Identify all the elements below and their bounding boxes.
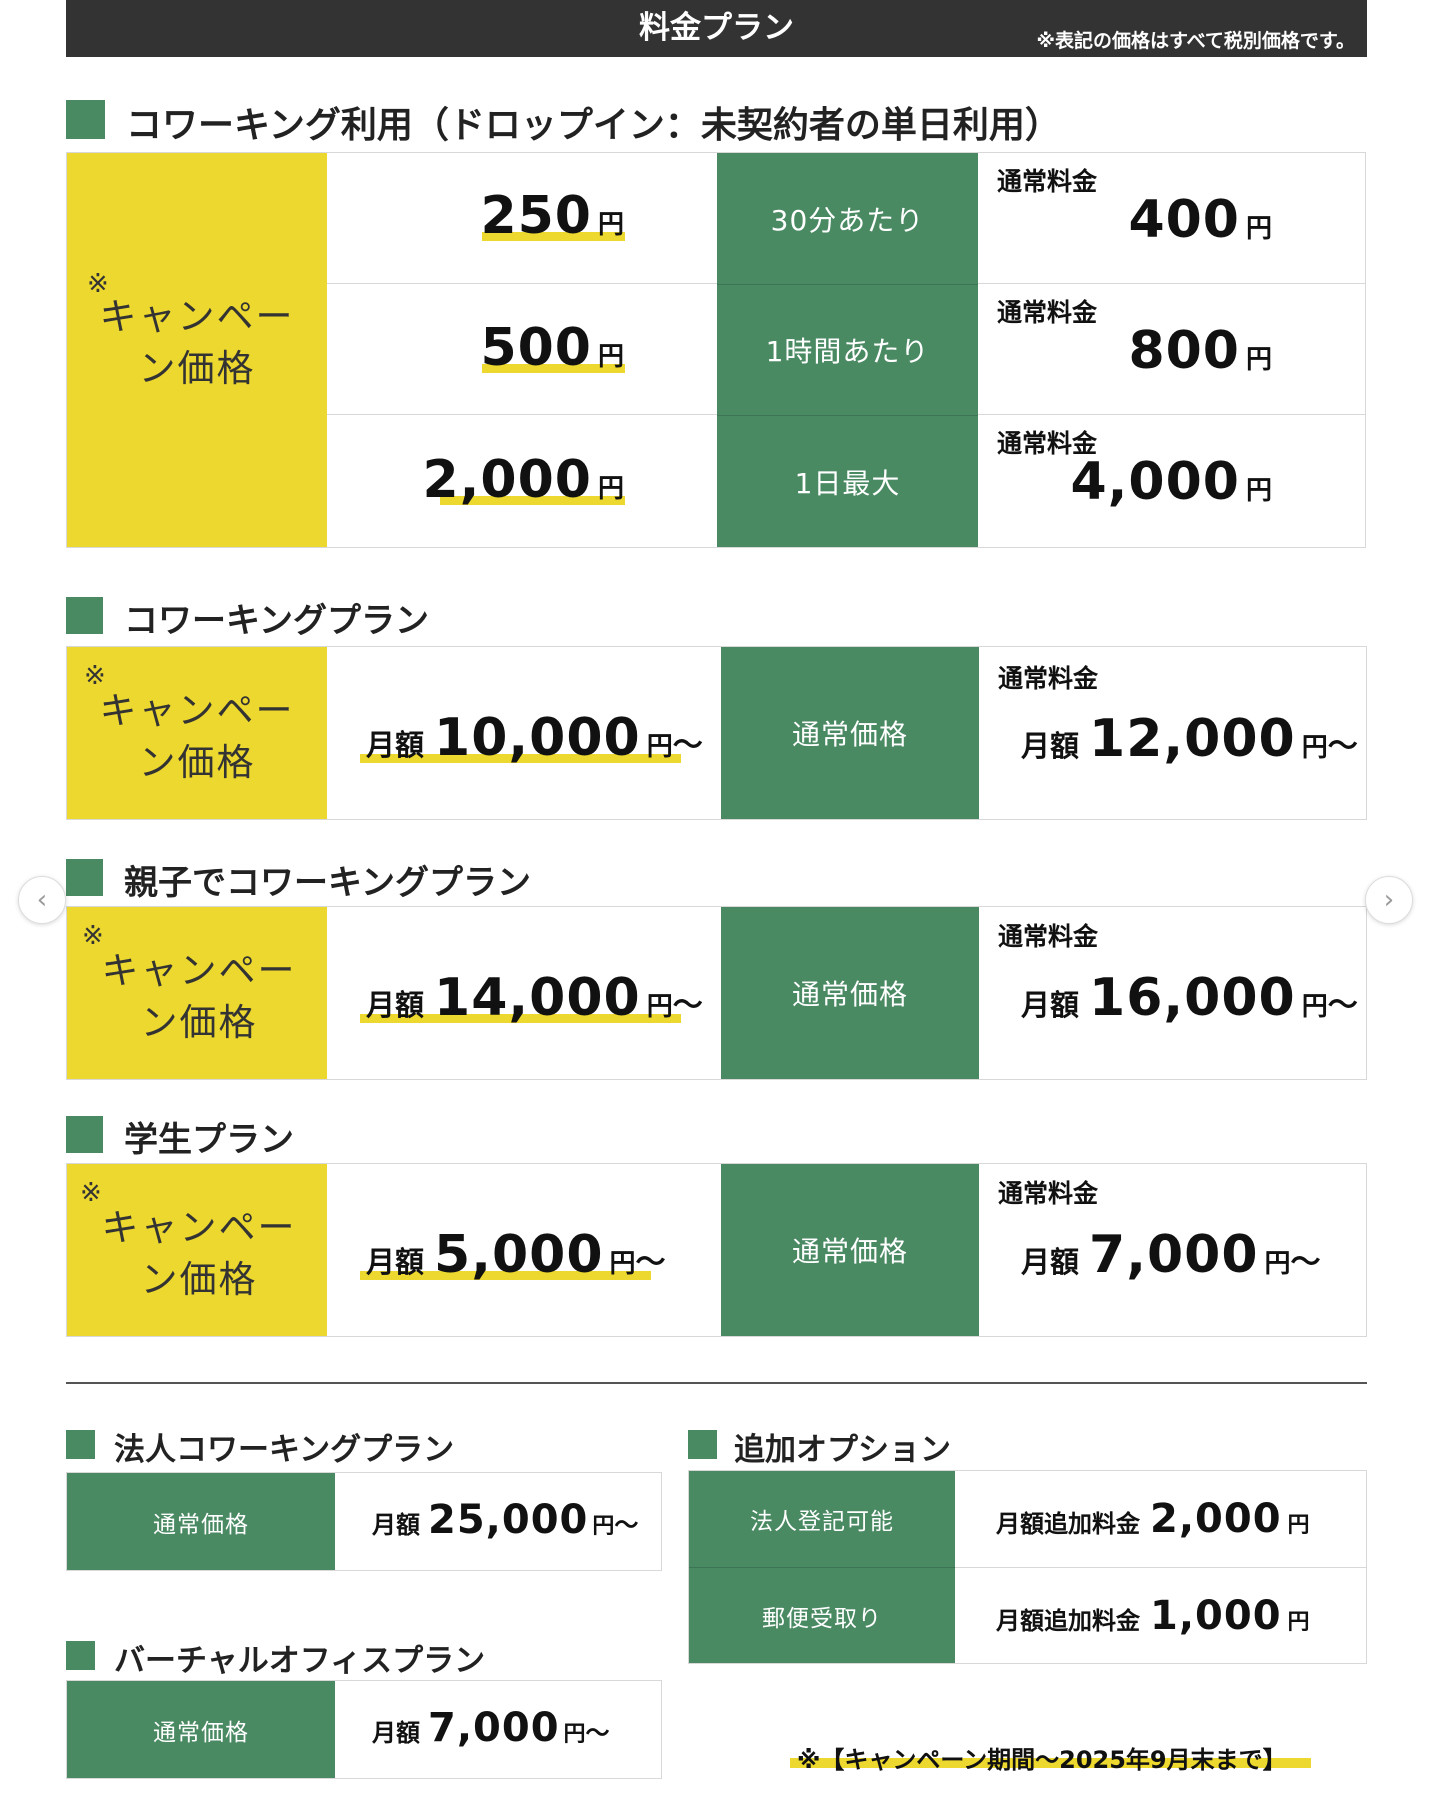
price-underline (360, 1014, 681, 1023)
section-divider (66, 1382, 1367, 1384)
regular-label-cell: 通常価格 (721, 1164, 979, 1336)
section-title: 親子でコワーキングプラン (124, 863, 531, 903)
virtual-office-table (66, 1680, 662, 1779)
regular-label-cell: 通常価格 (721, 907, 979, 1079)
rate-label-cell: 30分あたり (717, 153, 978, 284)
rate-label-cell: 1時間あたり (717, 284, 978, 415)
section-title: 学生プラン (124, 1120, 294, 1160)
regular-price: 4,000 円 (1070, 452, 1273, 512)
row-divider (327, 283, 717, 284)
row-divider (978, 414, 1366, 415)
note-underline (790, 1758, 1311, 1768)
option-label-cell: 郵便受取り (689, 1567, 955, 1663)
regular-label: 通常料金 (997, 167, 1098, 196)
price-underline (440, 496, 625, 505)
corporate-table (66, 1472, 662, 1571)
campaign-label: キャンペーン価格 (99, 689, 295, 784)
campaign-label: キャンペーン価格 (101, 1206, 297, 1301)
price-underline (482, 232, 625, 241)
regular-price: 400 円 (1128, 190, 1272, 250)
virtual-office-price: 月額 7,000 円〜 (372, 1705, 610, 1751)
section-title: 追加オプション (734, 1432, 951, 1468)
regular-price: 月額 12,000 円〜 (1021, 709, 1358, 769)
section-square-icon (66, 859, 103, 896)
price-underline (482, 364, 625, 373)
corporate-price: 月額 25,000 円〜 (372, 1497, 639, 1543)
rate-label-cell: 1日最大 (717, 415, 978, 547)
price-underline (360, 1271, 651, 1280)
section-heading-parent-child-plan: 親子でコワーキングプラン (66, 855, 866, 903)
campaign-label: キャンペーン価格 (101, 949, 297, 1044)
carousel-next-button[interactable]: › (1365, 876, 1413, 924)
dropin-table (66, 152, 1366, 548)
campaign-price: 250 円 (480, 186, 624, 246)
section-square-icon (66, 1116, 103, 1153)
campaign-mark: ※ (87, 269, 109, 299)
section-heading-dropin: コワーキング利用（ドロップイン：未契約者の単日利用） (66, 98, 1166, 146)
plan-table (66, 646, 1367, 820)
plan-table (66, 1163, 1367, 1337)
section-title: コワーキング利用（ドロップイン：未契約者の単日利用） (126, 105, 1061, 146)
regular-label: 通常料金 (997, 298, 1098, 327)
section-title: 法人コワーキングプラン (114, 1432, 455, 1468)
row-divider (978, 283, 1366, 284)
campaign-mark: ※ (82, 921, 104, 951)
campaign-label: キャンペーン価格 (99, 295, 295, 390)
regular-price: 月額 7,000 円〜 (1021, 1225, 1321, 1285)
campaign-period-note: ※【キャンペーン期間〜2025年9月末まで】 (797, 1746, 1287, 1774)
regular-label-cell: 通常価格 (721, 647, 979, 819)
campaign-cell: ※ キャンペーン価格 (67, 153, 327, 547)
section-heading-options: 追加オプション (688, 1424, 1188, 1468)
section-heading-virtual-office-plan: バーチャルオフィスプラン (66, 1635, 626, 1679)
campaign-cell: ※ キャンペーン価格 (67, 1164, 327, 1336)
regular-label: 通常料金 (997, 429, 1098, 458)
campaign-price: 500 円 (480, 318, 624, 378)
campaign-price: 月額 10,000 円〜 (366, 708, 703, 768)
section-title: コワーキングプラン (124, 601, 429, 641)
price-underline (360, 754, 681, 763)
regular-label-cell: 通常価格 (67, 1681, 335, 1778)
section-title: バーチャルオフィスプラン (114, 1643, 486, 1679)
option-price: 月額追加料金 2,000 円 (996, 1496, 1310, 1542)
row-divider (327, 414, 717, 415)
regular-price: 月額 16,000 円〜 (1021, 968, 1358, 1028)
carousel-prev-button[interactable]: ‹ (18, 876, 66, 924)
option-price: 月額追加料金 1,000 円 (996, 1593, 1310, 1639)
regular-label: 通常料金 (998, 664, 1099, 693)
pricing-header-bar: 料金プラン ※表記の価格はすべて税別価格です。 (66, 0, 1367, 57)
section-square-icon (66, 1430, 95, 1459)
regular-price: 800 円 (1128, 321, 1272, 381)
campaign-cell: ※ キャンペーン価格 (67, 647, 327, 819)
chevron-left-icon: ‹ (36, 885, 48, 915)
section-square-icon (66, 597, 103, 634)
section-square-icon (66, 100, 105, 139)
section-square-icon (66, 1641, 95, 1670)
tax-note: ※表記の価格はすべて税別価格です。 (1036, 30, 1355, 52)
page-title: 料金プラン (639, 10, 794, 46)
campaign-price: 2,000 円 (422, 450, 625, 510)
campaign-mark: ※ (80, 1178, 102, 1208)
regular-label: 通常料金 (998, 1179, 1099, 1208)
campaign-cell: ※ キャンペーン価格 (67, 907, 327, 1079)
regular-label-cell: 通常価格 (67, 1473, 335, 1570)
chevron-right-icon: › (1383, 885, 1395, 915)
section-square-icon (688, 1430, 717, 1459)
option-label-cell: 法人登記可能 (689, 1471, 955, 1567)
row-divider (955, 1567, 1366, 1568)
section-heading-student-plan: 学生プラン (66, 1112, 866, 1160)
section-heading-corporate-plan: 法人コワーキングプラン (66, 1424, 626, 1468)
section-heading-coworking-plan: コワーキングプラン (66, 593, 866, 641)
regular-label: 通常料金 (998, 922, 1099, 951)
options-table (688, 1470, 1367, 1664)
campaign-price: 月額 5,000 円〜 (366, 1225, 666, 1285)
campaign-mark: ※ (84, 661, 106, 691)
campaign-price: 月額 14,000 円〜 (366, 968, 703, 1028)
plan-table (66, 906, 1367, 1080)
